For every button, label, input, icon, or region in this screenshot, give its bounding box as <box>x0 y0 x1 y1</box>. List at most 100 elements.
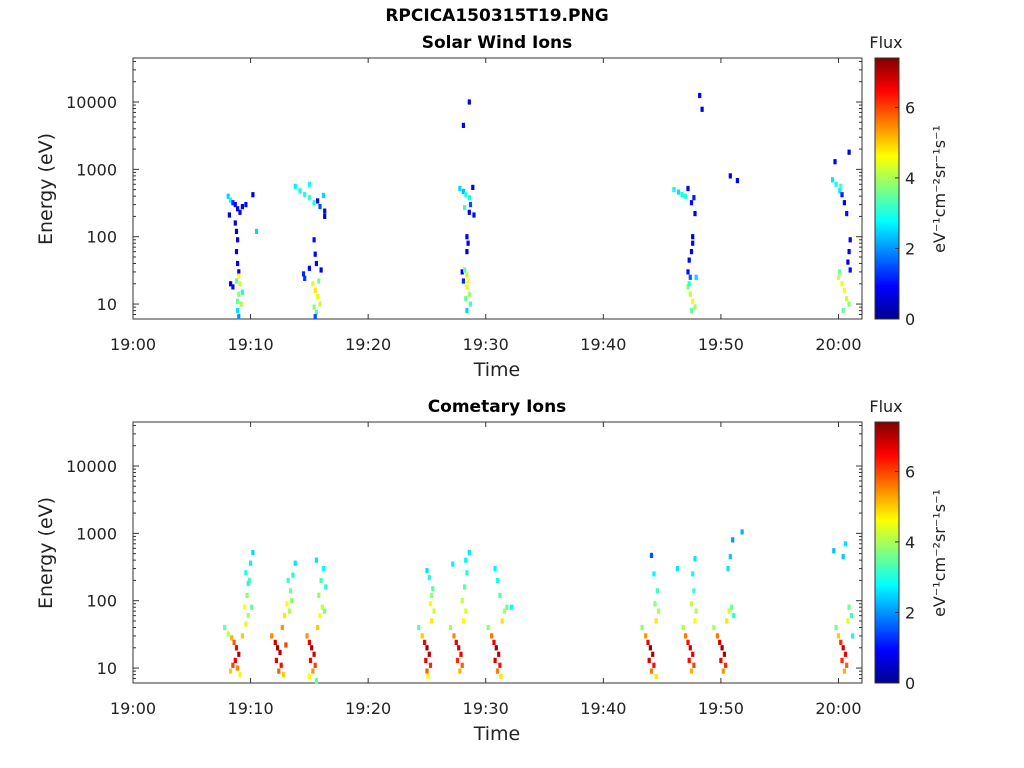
flux-cell <box>689 668 694 674</box>
flux-cell <box>843 541 848 547</box>
flux-cell <box>727 608 731 614</box>
flux-cell <box>466 240 470 246</box>
flux-cell <box>432 608 436 614</box>
flux-cell <box>649 668 654 674</box>
spectrogram-cells <box>223 529 855 684</box>
flux-cell <box>234 278 239 284</box>
flux-cell <box>279 662 283 668</box>
flux-cell <box>841 554 845 560</box>
flux-cell <box>843 651 848 657</box>
flux-cell <box>323 213 327 219</box>
flux-cell <box>317 278 321 284</box>
flux-cell <box>847 149 851 155</box>
x-tick-label: 19:30 <box>463 335 509 354</box>
y-tick-label: 10000 <box>66 457 117 476</box>
colorbar <box>874 421 900 684</box>
flux-cell <box>692 662 696 668</box>
flux-cell <box>689 308 694 314</box>
flux-cell <box>307 673 311 680</box>
flux-cell <box>648 645 652 651</box>
flux-cell <box>246 580 250 587</box>
flux-cell <box>318 613 322 619</box>
flux-cell <box>425 645 429 651</box>
flux-cell <box>680 192 684 198</box>
flux-cell <box>428 662 433 668</box>
flux-cell <box>240 633 244 639</box>
flux-cell <box>307 181 311 187</box>
flux-cell <box>254 228 259 234</box>
flux-cell <box>464 192 468 198</box>
x-axis-label: Time <box>473 359 521 381</box>
flux-cell <box>653 601 657 607</box>
flux-cell <box>232 639 236 645</box>
flux-cell <box>240 289 244 295</box>
flux-cell <box>291 572 295 578</box>
flux-cell <box>313 287 317 293</box>
flux-cell <box>468 301 473 307</box>
flux-cell <box>498 592 502 598</box>
flux-cell <box>688 274 692 280</box>
flux-cell <box>644 633 648 639</box>
flux-cell <box>270 633 274 639</box>
flux-cell <box>233 657 237 663</box>
flux-cell <box>495 668 500 674</box>
colorbar-tick-label: 4 <box>905 169 915 188</box>
x-tick-label: 19:10 <box>228 699 274 718</box>
colorbar-tick-label: 4 <box>905 533 915 552</box>
colorbar-tick-label: 0 <box>905 310 915 329</box>
flux-cell <box>691 298 695 304</box>
flux-cell <box>448 624 453 631</box>
flux-cell <box>500 618 504 624</box>
flux-cell <box>467 209 471 215</box>
flux-cell <box>847 604 851 610</box>
flux-cell <box>318 301 322 307</box>
flux-cell <box>251 549 255 556</box>
flux-cell <box>672 187 676 193</box>
flux-cell <box>234 249 239 255</box>
flux-cell <box>836 633 841 639</box>
y-axis-label: Energy (eV) <box>35 497 57 609</box>
flux-cell <box>735 178 739 184</box>
x-tick-label: 19:20 <box>345 699 391 718</box>
colorbar <box>874 57 900 320</box>
flux-cell <box>657 608 661 614</box>
flux-cell <box>312 304 316 310</box>
flux-cell <box>848 237 852 243</box>
flux-cell <box>463 205 467 211</box>
flux-cell <box>289 588 293 594</box>
flux-cell <box>834 181 838 187</box>
spectrogram-cells <box>226 92 852 320</box>
flux-cell <box>654 618 658 624</box>
flux-cell <box>316 198 320 204</box>
flux-cell <box>463 267 467 273</box>
flux-cell <box>688 645 692 651</box>
flux-cell <box>237 269 241 275</box>
flux-cell <box>498 662 502 668</box>
flux-cell <box>842 668 846 674</box>
colorbar-tick-label: 6 <box>905 98 915 117</box>
flux-cell <box>686 185 690 192</box>
flux-cell <box>427 575 431 581</box>
flux-cell <box>323 208 327 214</box>
flux-cell <box>460 269 464 275</box>
x-axis-label: Time <box>473 723 521 745</box>
flux-cell <box>229 197 233 203</box>
flux-cell <box>840 281 844 287</box>
flux-cell <box>842 287 846 293</box>
flux-cell <box>310 645 314 651</box>
flux-cell <box>465 249 469 255</box>
flux-cell <box>223 624 227 631</box>
flux-cell <box>691 240 695 246</box>
flux-cell <box>729 604 734 610</box>
flux-cell <box>490 633 494 639</box>
flux-cell <box>308 657 313 663</box>
flux-cell <box>451 561 455 567</box>
flux-cell <box>249 560 253 566</box>
flux-cell <box>307 639 311 645</box>
flux-cell <box>847 301 851 307</box>
flux-cell <box>494 645 498 651</box>
flux-cell <box>251 192 255 198</box>
flux-cell <box>694 608 698 614</box>
x-tick-label: 19:00 <box>110 699 156 718</box>
